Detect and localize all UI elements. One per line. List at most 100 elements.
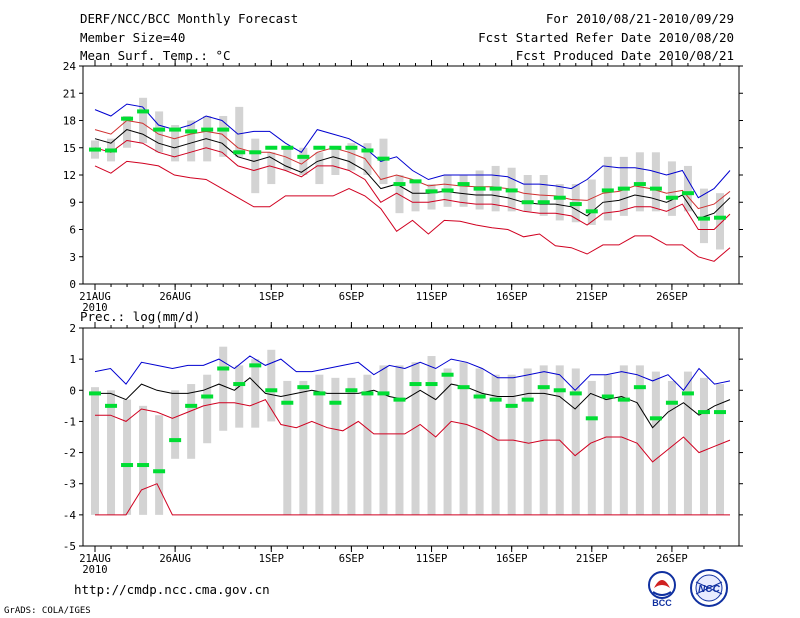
box-bar: [555, 184, 564, 221]
box-bar: [395, 365, 404, 515]
box-bar: [219, 346, 228, 431]
forecast-start-date: Fcst Started Refer Date 2010/08/20: [478, 30, 734, 45]
median-marker: [537, 200, 550, 205]
median-marker: [473, 186, 486, 191]
box-bar: [267, 152, 276, 185]
y-tick-label: -2: [63, 447, 76, 460]
median-marker: [185, 403, 198, 408]
median-marker: [714, 410, 726, 415]
x-tick-label: 6SEP: [339, 553, 364, 565]
median-marker: [553, 195, 566, 200]
ncc-logo-text: NCC: [698, 584, 720, 595]
median-marker: [569, 391, 582, 396]
median-marker: [521, 200, 534, 205]
median-marker: [233, 150, 246, 155]
median-marker: [169, 127, 182, 132]
median-marker: [89, 147, 101, 152]
box-bar: [395, 175, 404, 214]
x-tick-label: 6SEP: [339, 291, 364, 303]
median-marker: [569, 202, 582, 207]
x-tick-label: 26AUG: [159, 291, 191, 303]
y-tick-label: 2: [69, 322, 76, 335]
median-marker: [185, 129, 198, 134]
box-bar: [235, 106, 244, 157]
median-marker: [265, 145, 278, 150]
median-marker: [425, 382, 438, 387]
bcc-logo-text: BCC: [652, 598, 672, 608]
median-marker: [121, 463, 134, 468]
median-marker: [105, 148, 118, 153]
median-marker: [345, 145, 358, 150]
median-marker: [633, 385, 646, 390]
box-bar: [315, 152, 324, 185]
box-bar: [635, 152, 644, 212]
box-bar: [667, 161, 676, 216]
lowest-line: [95, 483, 730, 516]
box-bar: [379, 365, 388, 515]
median-marker: [249, 150, 262, 155]
y-tick-label: -5: [63, 540, 76, 553]
source-url[interactable]: http://cmdp.ncc.cma.gov.cn: [74, 582, 270, 597]
x-tick-label: 21AUG: [79, 553, 111, 565]
median-marker: [425, 189, 438, 194]
median-marker: [681, 191, 694, 196]
y-tick-label: 18: [63, 115, 76, 128]
bcc-logo: BCC: [648, 571, 676, 608]
box-bar: [251, 359, 260, 428]
y-tick-label: 0: [69, 384, 76, 397]
plot-frame: [82, 327, 740, 547]
precip-panel-title: Prec.: log(mm/d): [80, 309, 200, 324]
median-marker: [473, 394, 486, 399]
x-tick-label: 21SEP: [576, 553, 608, 565]
x-tick-label: 11SEP: [416, 553, 448, 565]
box-bar: [155, 111, 164, 153]
ncc-logo: NCC: [690, 569, 728, 607]
median-marker: [505, 403, 518, 408]
median-marker: [601, 188, 614, 193]
median-marker: [553, 388, 566, 393]
box-bar: [363, 374, 372, 515]
upper-line: [94, 355, 731, 392]
y-tick-label: 6: [69, 224, 76, 237]
ensemble-mean-line: [94, 129, 731, 220]
box-bar: [587, 380, 596, 515]
median-marker: [361, 148, 374, 153]
box-bar: [267, 349, 276, 422]
median-marker: [649, 186, 662, 191]
median-marker: [217, 127, 230, 132]
box-bar: [331, 147, 340, 175]
x-tick-sublabel: 2010: [82, 564, 107, 576]
box-bar: [667, 380, 676, 515]
median-marker: [297, 385, 310, 390]
box-bar: [619, 365, 628, 515]
y-tick-label: 12: [63, 169, 76, 182]
member-size-label: Member Size=40: [80, 30, 186, 45]
median-marker: [617, 397, 630, 402]
median-marker: [361, 391, 374, 396]
median-marker: [281, 145, 294, 150]
median-marker: [489, 397, 502, 402]
median-marker: [585, 209, 598, 214]
median-marker: [377, 391, 390, 396]
median-marker: [697, 410, 710, 415]
lower-line: [94, 160, 731, 262]
median-marker: [281, 400, 294, 405]
y-tick-label: 15: [63, 142, 76, 155]
box-bar: [219, 115, 228, 157]
box-bar: [651, 371, 660, 515]
median-marker: [249, 363, 262, 368]
y-tick-label: 0: [69, 278, 76, 291]
box-bar: [251, 138, 260, 194]
upper-line: [94, 103, 731, 199]
median-marker: [489, 186, 502, 191]
median-marker: [169, 438, 182, 443]
y-tick-label: 9: [69, 196, 76, 209]
median-marker: [265, 388, 278, 393]
box-bar: [716, 193, 724, 250]
median-marker: [521, 397, 534, 402]
chart-title: DERF/NCC/BCC Monthly Forecast: [80, 11, 299, 26]
x-tick-label: 26SEP: [656, 553, 688, 565]
